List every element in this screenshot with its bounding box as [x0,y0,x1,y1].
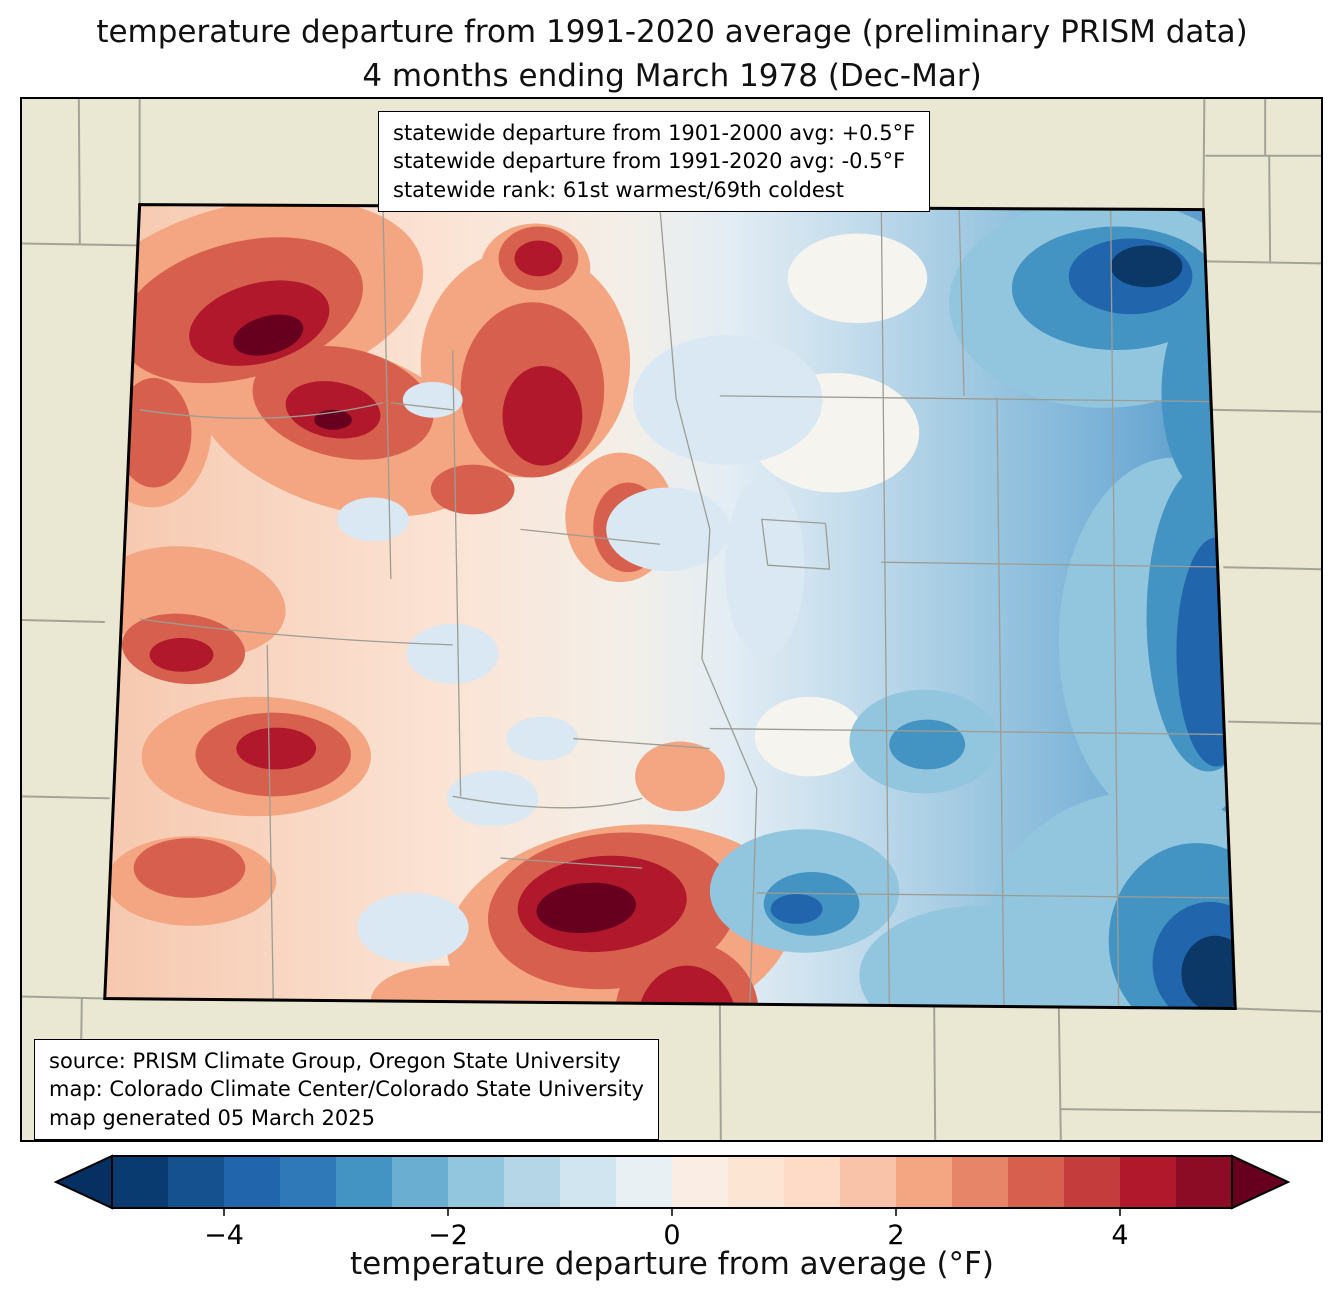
colorado-temperature-map [22,99,1321,1140]
colorbar-segment [280,1156,337,1208]
colorbar-segment [392,1156,449,1208]
page-title: temperature departure from 1991-2020 ave… [0,10,1344,98]
colorbar-svg: −4 −2 0 2 4 [53,1154,1291,1250]
colorbar-segment [672,1156,729,1208]
colorbar-segment [504,1156,561,1208]
colorbar-segment [560,1156,617,1208]
colorbar-segment [784,1156,841,1208]
title-line-1: temperature departure from 1991-2020 ave… [96,14,1248,50]
temperature-contours [104,204,1236,1009]
colorbar-segment [224,1156,281,1208]
source-line-3: map generated 05 March 2025 [49,1105,376,1130]
colorbar: −4 −2 0 2 4 [52,1150,1292,1250]
colorbar-segment [168,1156,225,1208]
colorbar-segment [1008,1156,1065,1208]
colorbar-segment [336,1156,393,1208]
colorbar-segment [728,1156,785,1208]
colorbar-segment [448,1156,505,1208]
neighbor-state-lines [22,99,1321,1140]
stat-line-1: statewide departure from 1901-2000 avg: … [393,121,916,145]
source-line-2: map: Colorado Climate Center/Colorado St… [49,1077,644,1102]
colorbar-tick-label: −2 [428,1220,468,1250]
source-attribution-box: source: PRISM Climate Group, Oregon Stat… [34,1039,659,1141]
colorbar-tick-label: −4 [204,1220,244,1250]
county-lines [139,204,1236,1009]
title-line-2: 4 months ending March 1978 (Dec-Mar) [362,58,982,95]
stat-line-2: statewide departure from 1991-2020 avg: … [393,149,906,174]
colorbar-segment [1120,1156,1177,1208]
map-frame: statewide departure from 1901-2000 avg: … [20,97,1323,1142]
colorbar-segment [1176,1156,1233,1208]
colorbar-tick-label: 4 [1111,1220,1128,1250]
statewide-stats-box: statewide departure from 1901-2000 avg: … [378,111,931,213]
colorbar-segment [840,1156,897,1208]
colorbar-left-arrow [53,1154,113,1210]
colorbar-right-arrow [1231,1154,1291,1210]
colorbar-axis-label: temperature departure from average (°F) [350,1246,994,1282]
colorbar-tick-label: 0 [663,1220,680,1250]
colorbar-segment [112,1156,169,1208]
colorbar-segment [616,1156,673,1208]
colorbar-segment [1064,1156,1121,1208]
colorbar-tick-label: 2 [887,1220,904,1250]
colorbar-segment [896,1156,953,1208]
colorbar-segment [952,1156,1009,1208]
source-line-1: source: PRISM Climate Group, Oregon Stat… [49,1049,621,1073]
stat-line-3: statewide rank: 61st warmest/69th coldes… [393,177,844,202]
